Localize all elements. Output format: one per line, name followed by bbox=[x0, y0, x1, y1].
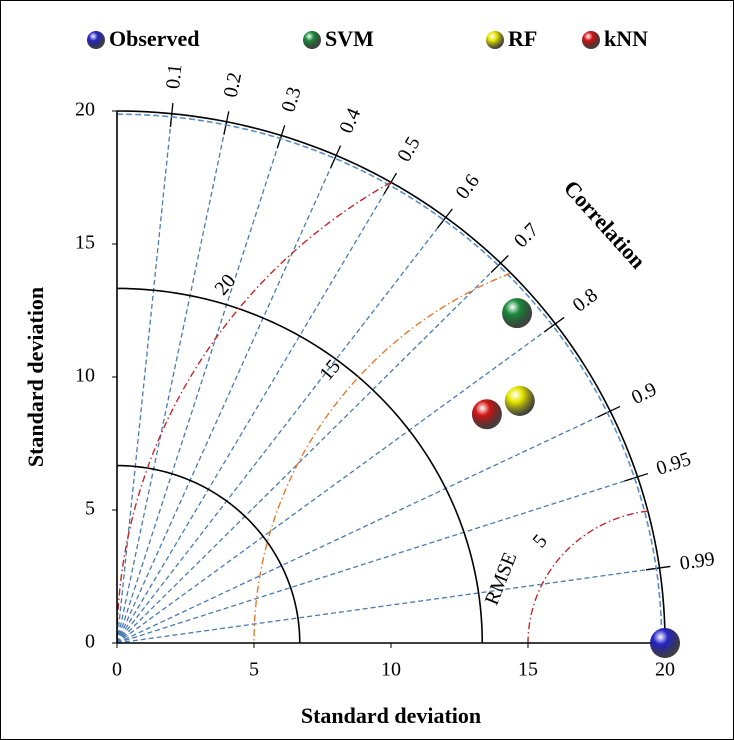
x-axis-title: Standard deviation bbox=[301, 703, 481, 728]
correlation-tick bbox=[544, 316, 565, 333]
std-arc bbox=[116, 110, 666, 644]
x-tick-label: 5 bbox=[249, 659, 259, 681]
correlation-tick bbox=[223, 111, 230, 135]
x-tick-label: 20 bbox=[655, 659, 675, 681]
correlation-tick-label: 0.99 bbox=[678, 548, 716, 575]
correlation-line bbox=[116, 135, 283, 644]
legend-marker bbox=[303, 31, 321, 49]
outer-dashed-arc bbox=[116, 113, 663, 644]
correlation-tick-label: 0.1 bbox=[162, 63, 186, 90]
x-tick-label: 0 bbox=[112, 659, 122, 681]
correlation-line bbox=[116, 217, 447, 644]
legend-label: kNN bbox=[604, 26, 648, 51]
correlation-line bbox=[116, 262, 502, 644]
correlation-tick bbox=[276, 125, 286, 149]
rmse-contour bbox=[116, 181, 392, 643]
y-tick-label: 15 bbox=[75, 232, 95, 254]
y-tick-label: 20 bbox=[75, 99, 95, 121]
data-point bbox=[471, 399, 502, 430]
x-tick-label: 10 bbox=[381, 659, 401, 681]
correlation-tick bbox=[437, 208, 453, 229]
correlation-line bbox=[116, 181, 392, 644]
data-point bbox=[504, 385, 535, 416]
y-axis-title: Standard deviation bbox=[23, 287, 48, 467]
data-point bbox=[650, 628, 680, 658]
correlation-tick bbox=[645, 565, 671, 571]
std-arc bbox=[116, 287, 484, 644]
y-tick-label: 5 bbox=[85, 498, 95, 520]
correlation-line bbox=[116, 476, 638, 644]
correlation-tick-label: 0.2 bbox=[220, 71, 247, 100]
correlation-line bbox=[116, 155, 337, 644]
legend-marker bbox=[582, 31, 600, 49]
correlation-line bbox=[116, 567, 660, 644]
correlation-line bbox=[116, 410, 611, 644]
correlation-tick bbox=[490, 255, 509, 274]
y-tick-label: 10 bbox=[75, 365, 95, 387]
correlation-tick bbox=[624, 472, 649, 482]
legend-label: Observed bbox=[109, 26, 199, 51]
legend-marker bbox=[87, 31, 105, 49]
correlation-line bbox=[116, 113, 173, 644]
x-tick-label: 15 bbox=[518, 659, 538, 681]
legend-marker bbox=[486, 31, 504, 49]
rmse-contour bbox=[527, 510, 648, 643]
correlation-tick bbox=[597, 405, 621, 418]
std-arc bbox=[116, 464, 301, 644]
correlation-tick bbox=[330, 145, 342, 168]
correlation-line bbox=[116, 121, 228, 644]
data-point bbox=[502, 298, 533, 329]
correlation-line bbox=[116, 323, 556, 644]
legend-label: SVM bbox=[325, 26, 374, 51]
y-tick-label: 0 bbox=[85, 631, 95, 653]
legend-label: RF bbox=[508, 26, 537, 51]
correlation-tick bbox=[169, 103, 174, 127]
